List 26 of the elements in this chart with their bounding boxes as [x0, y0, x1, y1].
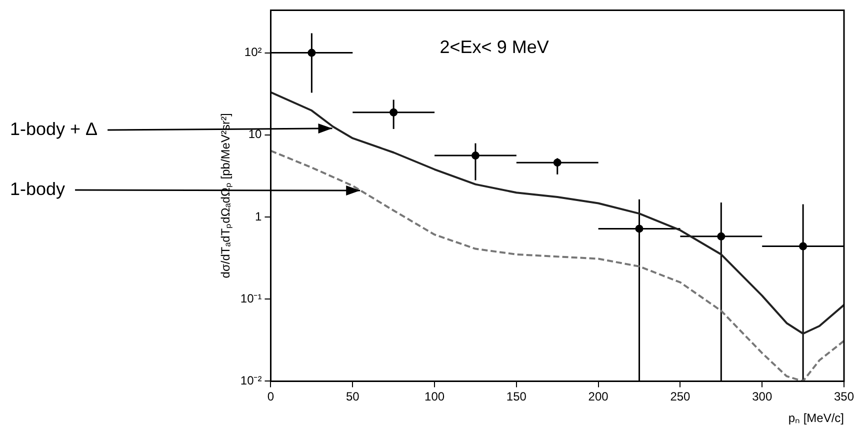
point — [390, 108, 398, 116]
point — [717, 232, 726, 240]
point — [635, 224, 644, 233]
y-tick-label: 1 — [255, 209, 262, 224]
y-tick-label: 10 — [248, 127, 262, 142]
x-tick-label: 0 — [267, 390, 274, 404]
x-tick-label: 250 — [670, 390, 691, 404]
y-axis-title: dσ/dTₐdTₚdΩₐdΩₚ [pb/MeV²sr²] — [218, 113, 233, 278]
x-tick-label: 200 — [588, 390, 609, 404]
annotation: 1-body — [10, 178, 66, 199]
x-tick-label: 300 — [752, 390, 772, 404]
annotation: 1-body + Δ — [10, 118, 98, 139]
annotation: 2<Ex< 9 MeV — [440, 37, 549, 58]
x-tick-label: 150 — [506, 390, 527, 404]
x-tick-label: 350 — [834, 390, 854, 404]
point — [471, 152, 480, 160]
x-axis-title: pₙ [MeV/c] — [788, 411, 844, 426]
y-tick-label: 10⁻¹ — [240, 291, 262, 306]
line-series — [270, 150, 844, 382]
x-tick-label: 50 — [346, 390, 360, 404]
y-tick-label: 10⁻² — [240, 374, 262, 388]
point — [799, 242, 808, 250]
point — [553, 158, 562, 167]
y-tick-label: 10² — [244, 45, 262, 60]
x-tick-label: 100 — [424, 390, 445, 404]
point — [308, 48, 316, 57]
